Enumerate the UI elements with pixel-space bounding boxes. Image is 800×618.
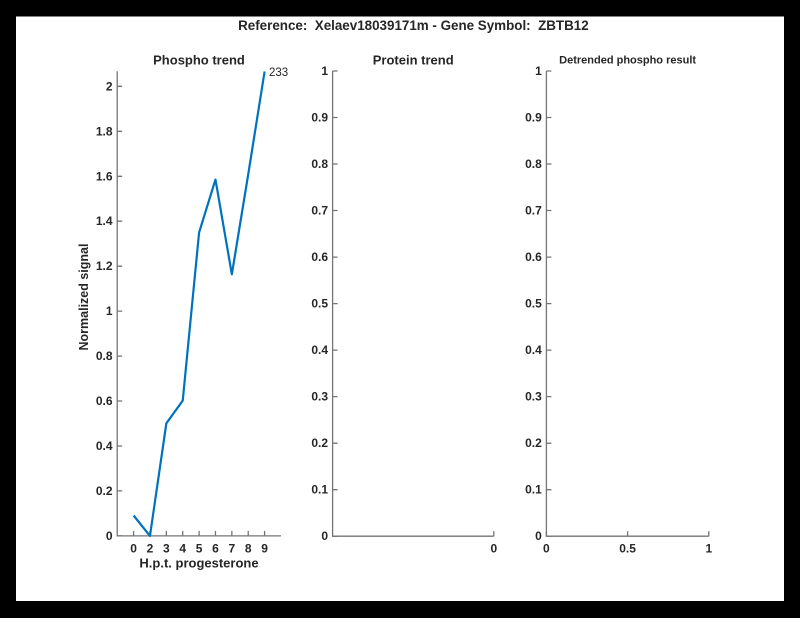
- svg-text:0.7: 0.7: [311, 204, 328, 218]
- svg-text:0: 0: [543, 542, 550, 556]
- svg-text:0.6: 0.6: [525, 250, 542, 264]
- svg-text:1: 1: [705, 542, 712, 556]
- svg-text:0.2: 0.2: [96, 484, 113, 498]
- svg-text:0.2: 0.2: [311, 436, 328, 450]
- svg-text:1: 1: [106, 304, 113, 318]
- svg-text:2: 2: [147, 542, 154, 556]
- svg-text:0: 0: [490, 542, 497, 556]
- svg-text:0: 0: [130, 542, 137, 556]
- svg-text:Phospho trend: Phospho trend: [153, 53, 245, 68]
- svg-text:0.9: 0.9: [525, 111, 542, 125]
- svg-text:0.3: 0.3: [311, 390, 328, 404]
- svg-text:4: 4: [179, 542, 186, 556]
- svg-text:0.7: 0.7: [525, 204, 542, 218]
- svg-text:0.2: 0.2: [525, 436, 542, 450]
- svg-text:Reference: Xelaev18039171m -: Reference: Xelaev18039171m - Gene Symbol…: [238, 18, 589, 33]
- svg-text:0.9: 0.9: [311, 111, 328, 125]
- svg-text:0.4: 0.4: [96, 439, 113, 453]
- svg-text:Protein trend: Protein trend: [373, 53, 454, 68]
- svg-text:6: 6: [212, 542, 219, 556]
- svg-text:0.3: 0.3: [525, 390, 542, 404]
- svg-text:0.5: 0.5: [619, 542, 636, 556]
- svg-text:0.6: 0.6: [311, 250, 328, 264]
- svg-text:0.8: 0.8: [525, 157, 542, 171]
- svg-text:0.5: 0.5: [525, 297, 542, 311]
- svg-text:1.4: 1.4: [96, 214, 113, 228]
- svg-text:0: 0: [106, 529, 113, 543]
- svg-text:233: 233: [269, 67, 288, 79]
- svg-text:0.8: 0.8: [311, 157, 328, 171]
- svg-text:0: 0: [535, 529, 542, 543]
- svg-text:1: 1: [321, 64, 328, 78]
- svg-text:0.4: 0.4: [311, 343, 328, 357]
- svg-text:0: 0: [321, 529, 328, 543]
- svg-text:2: 2: [106, 79, 113, 93]
- svg-text:9: 9: [261, 542, 268, 556]
- svg-text:0.8: 0.8: [96, 349, 113, 363]
- svg-text:H.p.t. progesterone: H.p.t. progesterone: [139, 556, 258, 571]
- svg-text:3: 3: [163, 542, 170, 556]
- svg-text:1.2: 1.2: [96, 259, 113, 273]
- svg-text:0.1: 0.1: [525, 483, 542, 497]
- svg-text:7: 7: [229, 542, 236, 556]
- svg-text:8: 8: [245, 542, 252, 556]
- svg-text:0.5: 0.5: [311, 297, 328, 311]
- svg-text:1.8: 1.8: [96, 124, 113, 138]
- svg-text:1: 1: [535, 64, 542, 78]
- svg-text:Normalized signal: Normalized signal: [77, 244, 91, 351]
- svg-text:Detrended phospho result: Detrended phospho result: [559, 55, 696, 67]
- svg-text:1.6: 1.6: [96, 169, 113, 183]
- svg-text:0.4: 0.4: [525, 343, 542, 357]
- svg-text:0.6: 0.6: [96, 394, 113, 408]
- svg-text:0.1: 0.1: [311, 483, 328, 497]
- svg-text:5: 5: [196, 542, 203, 556]
